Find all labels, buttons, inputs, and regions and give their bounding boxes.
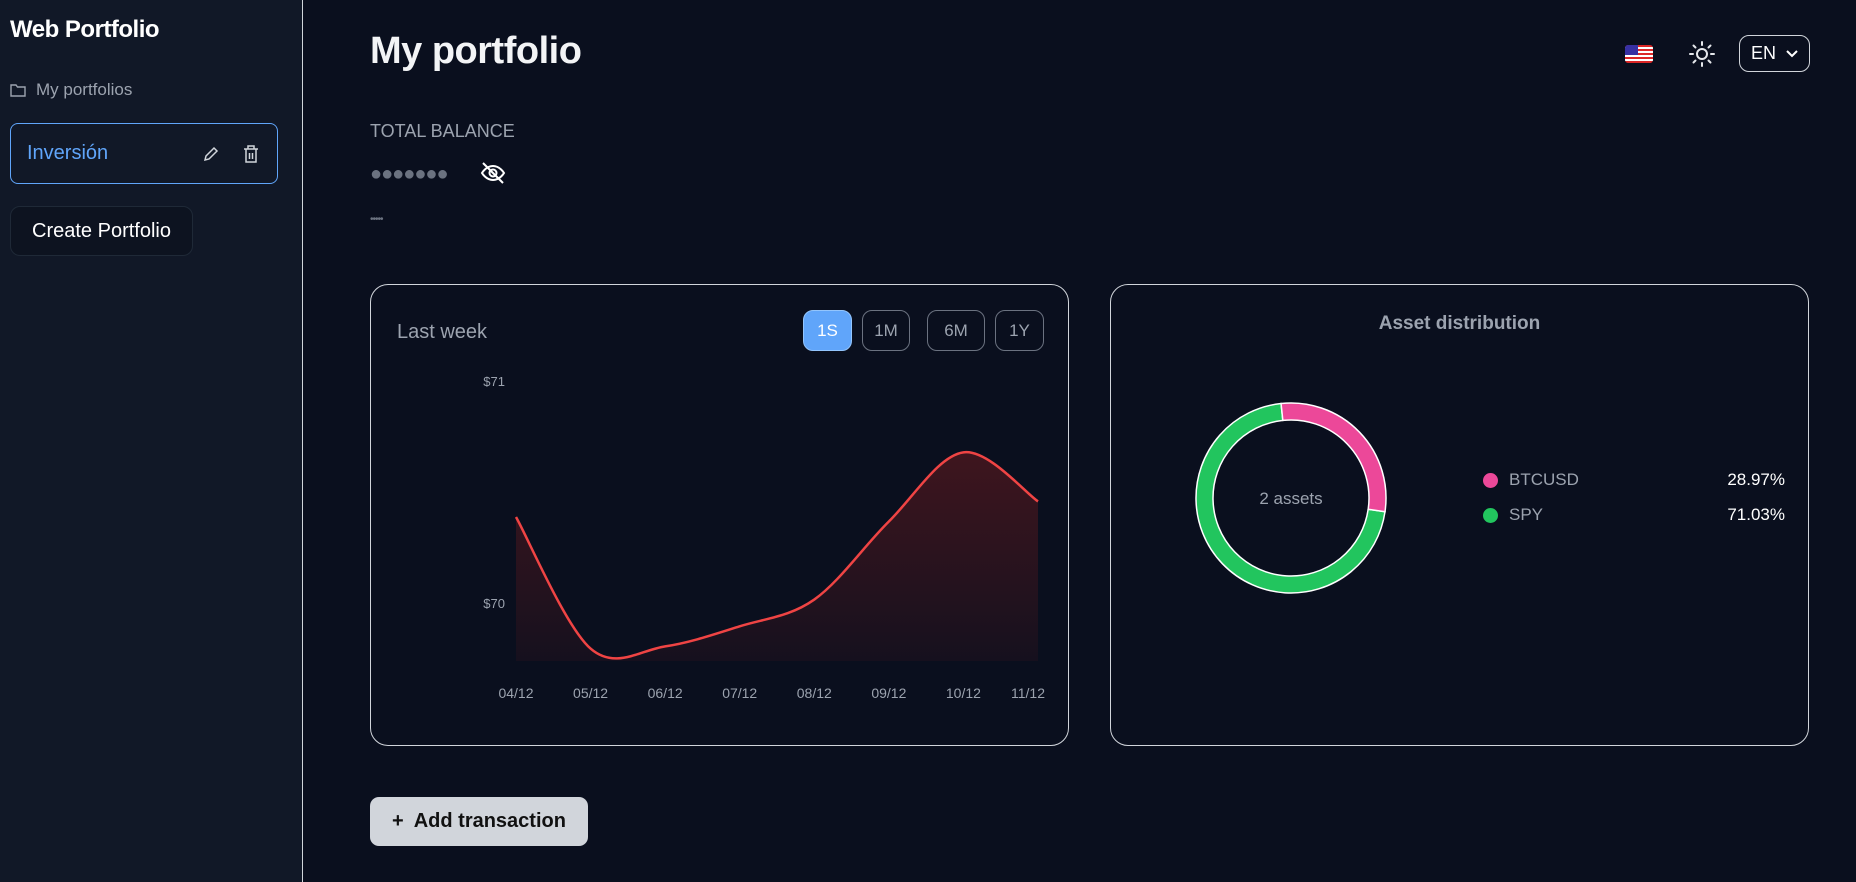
legend-dot xyxy=(1483,507,1498,523)
portfolio-name: Inversión xyxy=(27,142,109,164)
pencil-icon[interactable] xyxy=(201,143,221,165)
donut-slice-btcusd[interactable] xyxy=(1280,402,1387,513)
range-1m-button[interactable]: 1M xyxy=(862,310,910,351)
line-chart: $71 $70 04/12 05/12 06/12 07/12 08/12 09/12 10… xyxy=(483,374,1045,701)
add-transaction-button[interactable]: + Add transaction xyxy=(370,797,588,846)
x-tick-label: 07/12 xyxy=(722,685,757,701)
trash-icon[interactable] xyxy=(241,143,261,165)
distribution-title: Asset distribution xyxy=(1378,313,1541,334)
x-tick-label: 04/12 xyxy=(498,685,533,701)
legend-percent: 28.97% xyxy=(1727,470,1785,489)
legend-dot xyxy=(1483,472,1498,488)
sun-icon[interactable] xyxy=(1688,40,1716,68)
x-tick-label: 11/12 xyxy=(1011,685,1045,701)
my-portfolios-label: My portfolios xyxy=(36,80,133,99)
total-balance-value: ●●●●●●● xyxy=(370,163,449,185)
sidebar: Web Portfolio My portfolios Inversión Cr… xyxy=(0,0,303,882)
app-title: Web Portfolio xyxy=(10,16,160,43)
eye-off-icon[interactable] xyxy=(480,160,506,186)
donut-chart: 2 assets xyxy=(1195,402,1387,594)
create-portfolio-button[interactable]: Create Portfolio xyxy=(10,206,193,256)
chevron-down-icon xyxy=(1786,49,1798,57)
donut-center-label: 2 assets xyxy=(1259,489,1322,508)
legend-item-spy: SPY 71.03% xyxy=(1483,505,1785,525)
language-value: EN xyxy=(1750,43,1776,63)
donut-slice-spy[interactable] xyxy=(1195,402,1386,594)
x-tick-label: 09/12 xyxy=(871,685,906,701)
portfolio-chart-card: Last week 1S 1M 6M 1Y $71 $70 04/12 05/12… xyxy=(370,284,1069,746)
legend-label: BTCUSD xyxy=(1509,470,1579,489)
balance-change-value: ••••• xyxy=(370,214,383,225)
page-title: My portfolio xyxy=(370,30,582,72)
range-1y-button[interactable]: 1Y xyxy=(995,310,1044,351)
y-tick-label: $71 xyxy=(483,374,505,389)
x-tick-label: 05/12 xyxy=(573,685,608,701)
plus-icon: + xyxy=(392,810,404,832)
area-fill xyxy=(516,452,1038,661)
x-tick-label: 08/12 xyxy=(797,685,832,701)
total-balance-label: TOTAL BALANCE xyxy=(370,121,515,141)
my-portfolios-link[interactable]: My portfolios xyxy=(10,80,132,100)
x-tick-label: 10/12 xyxy=(946,685,981,701)
folder-icon xyxy=(10,84,26,97)
portfolio-item[interactable]: Inversión xyxy=(10,123,278,184)
language-select[interactable]: EN xyxy=(1739,35,1810,72)
legend-label: SPY xyxy=(1509,505,1544,524)
range-1s-button[interactable]: 1S xyxy=(803,310,852,351)
series-line xyxy=(514,451,1039,660)
legend-percent: 71.03% xyxy=(1727,505,1785,524)
y-tick-label: $70 xyxy=(483,596,505,611)
chart-title: Last week xyxy=(397,321,488,343)
asset-distribution-card: Asset distribution 2 assets BTCUSD 28.97… xyxy=(1110,284,1809,746)
x-tick-label: 06/12 xyxy=(648,685,683,701)
legend-item-btcusd: BTCUSD 28.97% xyxy=(1483,470,1785,490)
add-transaction-label: Add transaction xyxy=(413,810,566,832)
range-6m-button[interactable]: 6M xyxy=(927,310,985,351)
us-flag-icon[interactable] xyxy=(1625,45,1653,63)
